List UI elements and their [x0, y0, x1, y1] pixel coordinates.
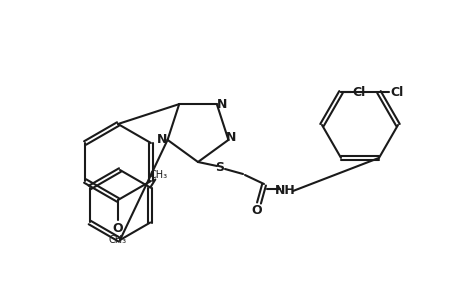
Text: CH₃: CH₃ — [149, 170, 167, 181]
Text: O: O — [112, 221, 123, 235]
Text: N: N — [226, 131, 236, 144]
Text: Cl: Cl — [390, 85, 403, 99]
Text: N: N — [216, 98, 226, 111]
Text: O: O — [251, 205, 262, 218]
Text: CH₃: CH₃ — [109, 235, 127, 245]
Text: NH: NH — [274, 184, 295, 197]
Text: N: N — [156, 134, 167, 146]
Text: Cl: Cl — [352, 85, 365, 99]
Text: S: S — [215, 160, 224, 173]
